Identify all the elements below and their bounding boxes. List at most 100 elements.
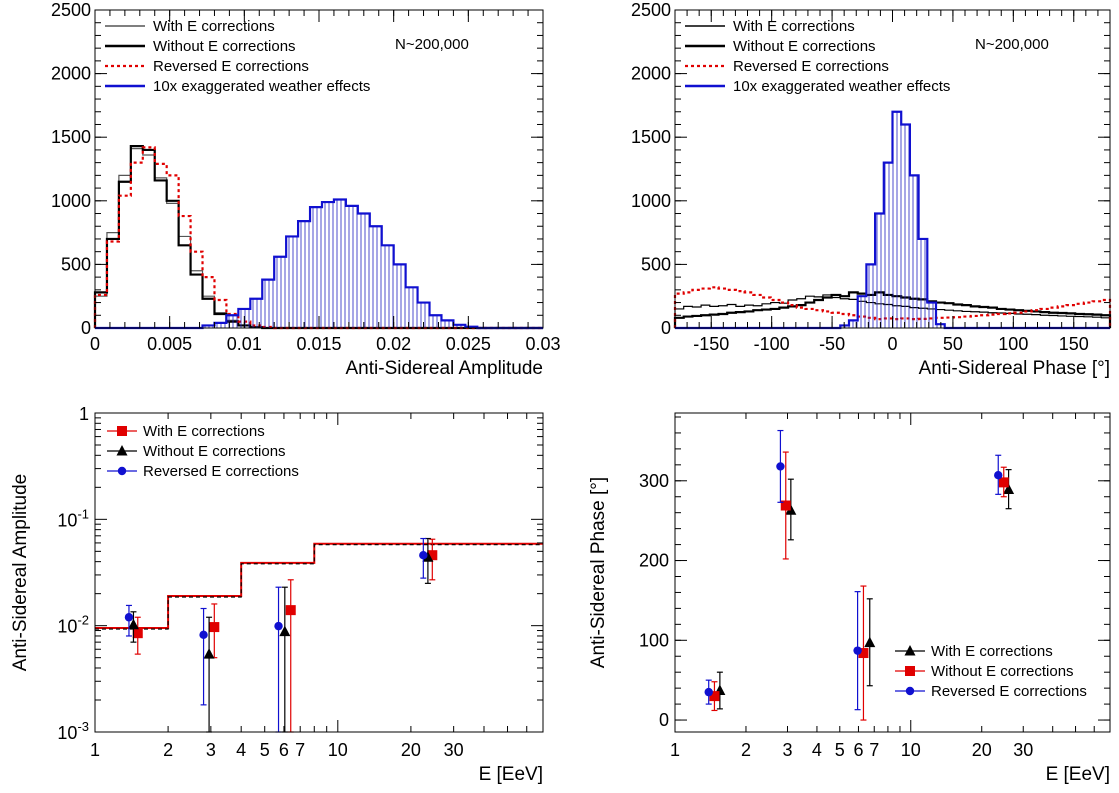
data-point-triangle <box>1003 483 1015 495</box>
y-tick-label: 2000 <box>631 64 671 84</box>
data-point-circle <box>124 613 134 622</box>
y-tick-base: 10 <box>57 723 77 743</box>
amplitude-vs-energy-panel: 1 2 3 4 5 6 7 10 20 30E [EeV]10-310-210-11Anti-Si… <box>10 404 544 785</box>
x-tick-label: 20 <box>972 740 992 760</box>
x-tick-label: 100 <box>998 334 1028 354</box>
x-tick-label: 3 <box>206 740 216 760</box>
data-point-square <box>858 648 869 659</box>
x-axis-title: Anti-Sidereal Phase [°] <box>919 358 1110 379</box>
x-tick-label: 0.015 <box>296 334 341 354</box>
histogram-fill-3 <box>95 199 543 328</box>
y-tick-label: 200 <box>639 551 669 571</box>
y-tick-exponent: -1 <box>77 506 89 521</box>
legend-label: 10x exaggerated weather effects <box>733 78 950 95</box>
phase-histogram-panel: 0 500 1000 1500 2000 2500 -150 -100 -50 0 50 100 150… <box>631 0 1112 379</box>
x-tick-label: 3 <box>782 740 792 760</box>
x-tick-label: 30 <box>1013 740 1033 760</box>
data-point-triangle <box>127 618 139 630</box>
y-tick-label: 1 <box>79 404 89 424</box>
y-tick-exponent: -3 <box>77 719 89 734</box>
histogram-fill-3 <box>675 111 1110 328</box>
plot-frame <box>674 412 1111 733</box>
legend-label: Without E corrections <box>143 443 286 460</box>
data-point-square <box>998 477 1009 488</box>
data-point-circle <box>776 462 785 471</box>
data-point-triangle <box>203 648 215 659</box>
x-tick-label: 5 <box>835 740 845 760</box>
upper-limit-step-red <box>95 542 543 630</box>
y-tick-label: 100 <box>639 630 669 650</box>
x-tick-label: 0.025 <box>446 334 491 354</box>
legend-label: Without E corrections <box>733 38 876 55</box>
data-point-circle <box>274 621 283 631</box>
legend-label: With E corrections <box>931 643 1053 660</box>
y-tick-label: 2000 <box>51 64 91 84</box>
histogram-series-2 <box>93 146 543 330</box>
x-axis-title: E [EeV] <box>1046 764 1110 785</box>
data-point-triangle <box>785 504 797 515</box>
x-tick-label: 0.005 <box>147 334 192 354</box>
x-tick-label: 6 <box>279 740 289 760</box>
data-point-square <box>209 622 220 633</box>
data-point-square <box>427 550 438 561</box>
x-tick-label: -100 <box>754 334 790 354</box>
x-tick-label: 7 <box>869 740 879 760</box>
x-tick-label: 50 <box>943 334 963 354</box>
y-tick-label: 300 <box>639 471 669 491</box>
y-tick-label: 10-1 <box>57 506 89 530</box>
data-point-square <box>132 628 143 639</box>
data-point-triangle <box>422 551 434 562</box>
x-tick-label: 4 <box>236 740 246 760</box>
data-point-circle <box>853 646 862 655</box>
legend-label: With E corrections <box>153 18 275 35</box>
y-tick-label: 10-3 <box>57 719 89 743</box>
legend-marker-triangle <box>904 645 916 656</box>
x-tick-label: 0 <box>90 334 100 354</box>
legend-label: Reversed E corrections <box>733 58 889 75</box>
upper-limit-step-black <box>95 544 543 630</box>
data-point-circle <box>419 550 428 560</box>
data-point-circle <box>994 471 1003 480</box>
y-tick-label: 1000 <box>51 191 91 211</box>
legend-label: With E corrections <box>733 18 855 35</box>
x-tick-label: 1 <box>670 740 680 760</box>
legend-label: 10x exaggerated weather effects <box>153 78 370 95</box>
legend-marker-circle <box>905 686 915 696</box>
legend-label: With E corrections <box>143 423 265 440</box>
legend-label: Without E corrections <box>931 663 1074 680</box>
x-tick-label: 20 <box>401 740 421 760</box>
legend-marker-triangle <box>116 445 128 456</box>
x-tick-label: 0.02 <box>376 334 411 354</box>
phase-vs-energy-panel: 1 2 3 4 5 6 7 10 20 30 E [EeV] 0 100 200 300 Anti-Sider… <box>588 412 1111 785</box>
legend-label: Reversed E corrections <box>931 683 1087 700</box>
y-tick-label: 1000 <box>631 191 671 211</box>
x-tick-label: 2 <box>741 740 751 760</box>
x-tick-label: -50 <box>819 334 845 354</box>
data-point-circle <box>704 687 713 697</box>
data-point-square <box>780 500 791 511</box>
y-tick-label: 500 <box>641 254 671 274</box>
x-tick-label: 0.01 <box>227 334 262 354</box>
x-tick-label: -150 <box>693 334 729 354</box>
legend-label: Reversed E corrections <box>143 463 299 480</box>
y-tick-label: 2500 <box>631 0 671 20</box>
legend-label: Reversed E corrections <box>153 58 309 75</box>
x-tick-label: 0 <box>887 334 897 354</box>
x-tick-label: 10 <box>328 740 348 760</box>
data-point-square <box>709 691 720 702</box>
x-tick-label: 6 <box>853 740 863 760</box>
x-tick-label: 30 <box>444 740 464 760</box>
x-tick-label: 150 <box>1059 334 1089 354</box>
y-tick-label: 1500 <box>51 127 91 147</box>
y-tick-label: 500 <box>61 254 91 274</box>
y-tick-label: 0 <box>659 710 669 730</box>
data-point-triangle <box>279 625 291 637</box>
legend-marker-circle <box>117 466 127 476</box>
annotation-text: N~200,000 <box>975 36 1049 53</box>
legend-marker-square <box>905 666 915 676</box>
x-tick-label: 10 <box>901 740 921 760</box>
x-tick-label: 7 <box>295 740 305 760</box>
y-axis-title: Anti-Sidereal Phase [°] <box>588 477 609 668</box>
x-tick-label: 1 <box>90 740 100 760</box>
